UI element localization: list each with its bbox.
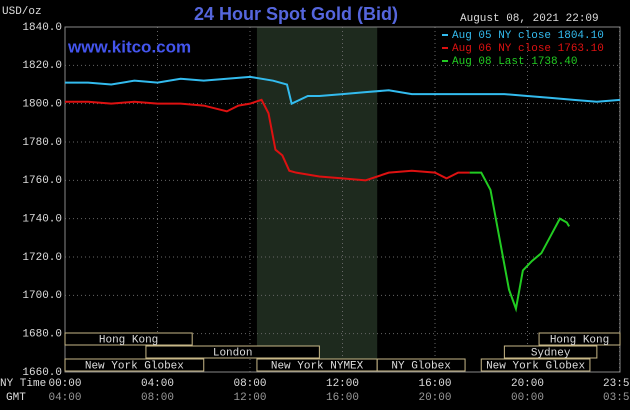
y-tick-label: 1700.0	[22, 290, 62, 302]
session-label: Sydney	[531, 347, 571, 359]
price-line	[65, 98, 470, 182]
session-label: Hong Kong	[99, 334, 158, 346]
session-bar	[503, 345, 598, 359]
x-tick-label: 20:00	[511, 378, 544, 390]
timestamp: August 08, 2021 22:09	[460, 13, 599, 25]
chart-title: 24 Hour Spot Gold (Bid)	[194, 4, 398, 24]
session-bar	[64, 332, 193, 346]
session-label: New York Globex	[85, 360, 184, 372]
y-tick-label: 1740.0	[22, 214, 62, 226]
session-bar	[145, 345, 320, 359]
x2-tick-label: 04:00	[48, 392, 81, 404]
legend-label: Aug 08 Last 1738.40	[452, 56, 577, 68]
y-tick-label: 1720.0	[22, 252, 62, 264]
session-bar	[538, 332, 621, 346]
y-tick-label: 1840.0	[22, 22, 62, 34]
plot-border	[64, 26, 621, 373]
x-tick-label: 23:59	[603, 378, 630, 390]
session-bar	[64, 358, 205, 372]
x-tick-label: 04:00	[141, 378, 174, 390]
x-tick-label: 08:00	[233, 378, 266, 390]
y-tick-label: 1760.0	[22, 175, 62, 187]
x2-axis-label: GMT	[6, 392, 26, 404]
y-tick-label: 1820.0	[22, 60, 62, 72]
legend-label: Aug 05 NY close 1804.10	[452, 30, 604, 42]
x2-tick-label: 03:59	[603, 392, 630, 404]
session-label: NY Globex	[391, 360, 451, 372]
session-label: New York NYMEX	[271, 360, 364, 372]
y-tick-label: 1660.0	[22, 367, 62, 379]
unit-label: USD/oz	[2, 6, 42, 18]
price-line	[469, 171, 570, 313]
y-tick-label: 1680.0	[22, 329, 62, 341]
session-shade	[256, 27, 378, 372]
x2-tick-label: 00:00	[511, 392, 544, 404]
session-bar	[480, 358, 591, 372]
x-tick-label: 00:00	[48, 378, 81, 390]
y-tick-label: 1780.0	[22, 137, 62, 149]
x-tick-label: 16:00	[418, 378, 451, 390]
watermark: www.kitco.com	[67, 37, 191, 56]
session-label: New York Globex	[486, 360, 585, 372]
x-axis-label: NY Time	[0, 378, 46, 390]
x2-tick-label: 16:00	[326, 392, 359, 404]
x2-tick-label: 12:00	[233, 392, 266, 404]
session-bar	[376, 358, 466, 372]
x-tick-label: 12:00	[326, 378, 359, 390]
session-label: London	[213, 347, 253, 359]
y-tick-label: 1800.0	[22, 99, 62, 111]
legend-swatch	[442, 60, 448, 62]
price-line	[65, 75, 621, 106]
x2-tick-label: 20:00	[418, 392, 451, 404]
x2-tick-label: 08:00	[141, 392, 174, 404]
legend-label: Aug 06 NY close 1763.10	[452, 43, 604, 55]
legend-swatch	[442, 34, 448, 36]
legend-swatch	[442, 47, 448, 49]
session-label: Hong Kong	[550, 334, 609, 346]
